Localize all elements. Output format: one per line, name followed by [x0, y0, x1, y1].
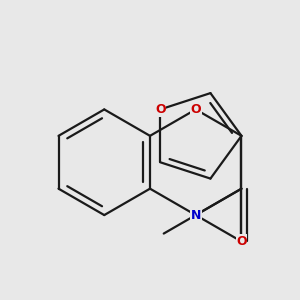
Text: N: N [190, 208, 201, 222]
Text: O: O [190, 103, 201, 116]
Text: O: O [190, 208, 201, 222]
Text: O: O [155, 103, 166, 116]
Text: O: O [236, 235, 247, 248]
